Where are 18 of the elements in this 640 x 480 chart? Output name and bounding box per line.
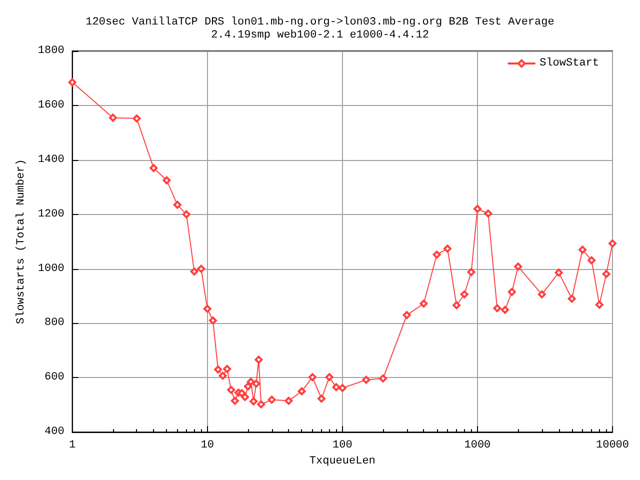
y-tick-label: 600 (44, 372, 64, 384)
y-tick-label: 400 (44, 426, 64, 438)
y-tick-label: 1800 (38, 45, 64, 57)
x-axis-title: TxqueueLen (309, 456, 376, 468)
y-axis-title: Slowstarts (Total Number) (16, 159, 28, 324)
y-tick-label: 1600 (38, 99, 64, 112)
x-tick-label: 10 (200, 440, 214, 452)
y-tick-label: 1200 (38, 208, 64, 220)
chart-subtitle: 2.4.19smp web100-2.1 e1000-4.4.12 (211, 30, 429, 42)
y-tick-label: 800 (44, 317, 64, 330)
legend-label: SlowStart (540, 58, 600, 70)
x-tick-label: 10000 (596, 440, 630, 452)
chart-title: 120sec VanillaTCP DRS lon01.mb-ng.org->lon03.mb-ng.org B2B Test Average (86, 16, 554, 28)
y-tick-label: 1000 (38, 262, 64, 275)
x-tick-label: 1 (69, 440, 76, 452)
x-tick-label: 1000 (464, 440, 491, 452)
x-tick-label: 100 (332, 440, 352, 452)
y-tick-label: 1400 (38, 154, 64, 166)
